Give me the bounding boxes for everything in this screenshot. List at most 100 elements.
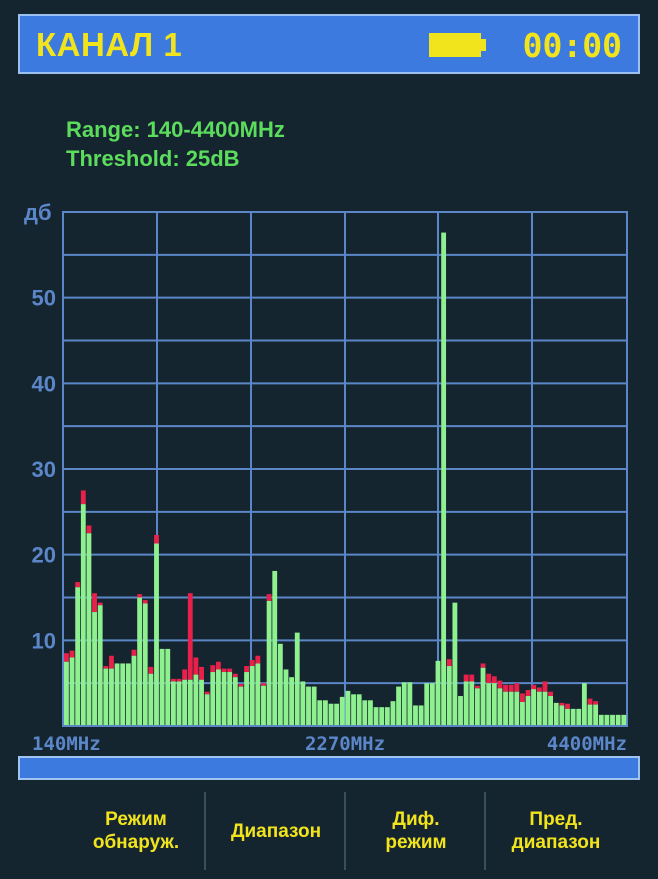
peak-bar [525, 690, 531, 697]
peak-bar [255, 655, 261, 664]
threshold-label: Threshold: 25dB [66, 146, 240, 171]
signal-bar [514, 691, 520, 725]
signal-bar [553, 702, 559, 725]
detection-mode-button[interactable]: Режим обнаруж. [92, 809, 180, 853]
signal-bar [486, 683, 492, 725]
signal-bar [621, 714, 627, 725]
peak-bar [131, 649, 137, 656]
peak-bar [92, 593, 97, 613]
y-tick-label: 10 [32, 628, 56, 653]
peak-bar [474, 685, 480, 689]
range-button[interactable]: Диапазон [230, 820, 322, 842]
signal-bar [413, 705, 418, 725]
signal-bar [300, 681, 306, 725]
signal-bar [103, 668, 109, 725]
signal-bar [474, 688, 480, 725]
peak-bar [565, 703, 570, 709]
y-tick-label: 40 [32, 371, 56, 396]
signal-bar [598, 714, 604, 725]
peak-bar [232, 673, 238, 678]
peak-bar [80, 490, 86, 505]
peak-bar [221, 668, 227, 673]
peak-bar [514, 683, 520, 692]
signal-bar [604, 714, 610, 725]
signal-bar [356, 694, 362, 725]
peak-bar [216, 661, 221, 670]
signal-bar [182, 679, 188, 725]
peak-bar [199, 666, 204, 680]
signal-bar [255, 663, 261, 725]
signal-bar [480, 667, 486, 725]
signal-bar [272, 570, 278, 725]
signal-bar [531, 689, 537, 725]
peak-bar [238, 684, 244, 687]
signal-bar [463, 681, 469, 725]
signal-bar [311, 686, 317, 725]
peak-bar [193, 657, 199, 675]
y-tick-label: 30 [32, 457, 56, 482]
signal-bar [148, 673, 154, 725]
softkey-divider [344, 792, 346, 870]
signal-bar [469, 681, 475, 725]
peak-bar [64, 653, 69, 662]
signal-bar [154, 543, 159, 725]
signal-bar [199, 679, 204, 725]
signal-bar [176, 681, 182, 725]
signal-bar [120, 663, 126, 725]
signal-bar [210, 672, 216, 725]
signal-bar [277, 643, 283, 725]
peak-bar [463, 674, 469, 682]
peak-bar [109, 655, 114, 669]
signal-bar [503, 691, 508, 725]
signal-bar [542, 691, 548, 725]
peak-bar [508, 684, 514, 692]
signal-bar [390, 701, 396, 725]
peak-bar [97, 602, 103, 606]
signal-bar [165, 648, 171, 725]
signal-bar [345, 690, 351, 725]
peak-bar [536, 687, 542, 692]
signal-bar [452, 602, 458, 725]
signal-bar [238, 686, 244, 725]
scan-progress-bar [18, 756, 640, 780]
signal-bar [187, 679, 193, 725]
signal-bar [593, 704, 599, 725]
y-tick-label: 50 [32, 286, 56, 311]
peak-bar [187, 593, 193, 680]
signal-bar [64, 661, 69, 725]
signal-bar [570, 708, 576, 725]
signal-bar [401, 682, 407, 725]
signal-bar [249, 666, 255, 725]
signal-bar [334, 703, 340, 725]
signal-bar [491, 683, 497, 725]
signal-bar [435, 660, 441, 725]
peak-bar [249, 660, 255, 667]
signal-bar [261, 685, 266, 725]
diff-mode-button[interactable]: Диф. режим [385, 809, 447, 853]
signal-bar [536, 691, 542, 725]
signal-bar [283, 669, 289, 725]
signal-bar [69, 657, 75, 725]
signal-bar [396, 686, 401, 725]
signal-bar [170, 681, 176, 725]
signal-bar [615, 714, 621, 725]
signal-bar [525, 696, 531, 725]
signal-bar [587, 704, 593, 725]
signal-bar [109, 668, 114, 725]
battery-full-icon [429, 33, 481, 57]
signal-bar [294, 632, 300, 725]
softkey-divider [204, 792, 206, 870]
signal-bar [159, 648, 165, 725]
y-axis-unit-label: дб [24, 200, 52, 225]
signal-bar [339, 696, 345, 725]
previous-range-button[interactable]: Пред. диапазон [511, 809, 601, 853]
signal-bar [418, 705, 424, 725]
channel-title: КАНАЛ 1 [36, 26, 183, 63]
signal-bar [204, 694, 210, 725]
signal-bar [232, 677, 238, 725]
signal-bar [322, 700, 328, 725]
softkey-bar: Режим обнаруж. Диапазон Диф. режим Пред.… [66, 792, 640, 870]
signal-bar [379, 707, 385, 725]
signal-bar [142, 603, 148, 725]
signal-bar [317, 700, 323, 725]
